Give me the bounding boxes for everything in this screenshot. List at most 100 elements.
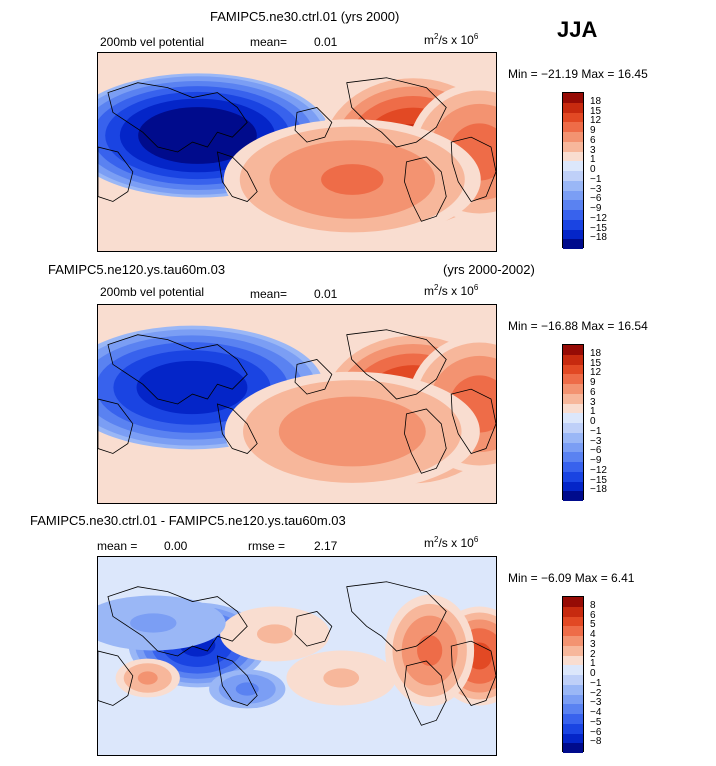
colorbar-tick-label: 6	[590, 609, 596, 621]
colorbar-tick-label: −6	[590, 726, 602, 738]
colorbar-box	[563, 442, 583, 453]
colorbar-box	[563, 93, 583, 103]
colorbar-tick-label: −3	[590, 697, 602, 709]
colorbar-tick-label: 6	[590, 386, 596, 398]
colorbar-tick-label: 15	[590, 105, 602, 117]
coastline	[404, 660, 447, 726]
panel1-title: FAMIPC5.ne30.ctrl.01 (yrs 2000)	[210, 9, 400, 24]
coastline	[107, 82, 248, 153]
colorbar-tick-label: −1	[590, 677, 602, 689]
colorbar-tick-label: −2	[590, 687, 602, 699]
panel1-range: Min = −21.19 Max = 16.45	[508, 67, 648, 81]
colorbar-box	[563, 354, 583, 365]
panel2-years: (yrs 2000-2002)	[443, 262, 535, 277]
colorbar-tick-label: 3	[590, 396, 596, 408]
coastline	[346, 581, 447, 652]
contour-region	[278, 396, 426, 467]
colorbar-box	[563, 491, 583, 501]
colorbar-tick-label: −1	[590, 173, 602, 185]
panel3-units: m2/s x 106	[424, 535, 479, 551]
colorbar-box	[563, 723, 583, 734]
coastline	[216, 151, 258, 202]
panel1-map-svg	[98, 53, 496, 251]
colorbar-box	[563, 471, 583, 482]
colorbar-tick-label: −8	[590, 736, 602, 748]
colorbar-box	[563, 413, 583, 423]
coastline	[404, 408, 447, 474]
colorbar-box	[563, 733, 583, 744]
colorbar-tick-label: −15	[590, 474, 607, 486]
colorbar-tick-label: 18	[590, 95, 602, 107]
panel2-mean-label: mean=	[250, 287, 288, 301]
colorbar-tick-label: 4	[590, 629, 596, 640]
panel2-field-label: 200mb vel potential	[100, 285, 205, 299]
colorbar-tick-label: 6	[590, 134, 596, 146]
panel1-map	[97, 52, 497, 252]
colorbar-box	[563, 645, 583, 656]
colorbar-tick-label: 8	[590, 599, 596, 611]
colorbar-tick-label: −6	[590, 445, 602, 457]
colorbar-box	[563, 423, 583, 433]
coastline	[107, 334, 248, 405]
contour-region	[137, 671, 158, 685]
contour-region	[256, 624, 293, 644]
contour-region	[417, 635, 443, 666]
colorbar-box	[563, 597, 583, 607]
coastline	[450, 136, 496, 202]
colorbar-box	[563, 210, 583, 220]
colorbar-box	[563, 122, 583, 132]
colorbar-tick-label: 3	[590, 638, 596, 650]
contour-region	[321, 164, 384, 195]
coastline	[107, 586, 248, 657]
contour-region	[235, 682, 259, 696]
colorbar-box	[563, 102, 583, 113]
coastline	[98, 146, 134, 202]
coastline	[294, 107, 333, 143]
colorbar-box	[563, 684, 583, 695]
colorbar-box	[563, 364, 583, 375]
colorbar-box	[563, 655, 583, 666]
colorbar-tick-label: −15	[590, 222, 607, 234]
panel2-map-svg	[98, 305, 496, 503]
colorbar-tick-label: 15	[590, 357, 602, 369]
colorbar-box	[563, 112, 583, 123]
colorbar-box	[563, 616, 583, 627]
colorbar-tick-label: 12	[590, 367, 602, 379]
coastline	[294, 611, 333, 647]
panel1-colorbar	[562, 92, 584, 249]
colorbar-box	[563, 743, 583, 753]
colorbar-tick-label: −12	[590, 212, 607, 224]
colorbar-box	[563, 606, 583, 617]
panel3-map	[97, 556, 497, 756]
coastline	[98, 650, 134, 706]
contour-region	[323, 668, 360, 688]
colorbar-box	[563, 239, 583, 249]
colorbar-box	[563, 190, 583, 201]
panel1-mean-label: mean=	[250, 35, 288, 49]
colorbar-tick-label: 18	[590, 347, 602, 359]
panel2-units: m2/s x 106	[424, 283, 479, 299]
contour-region	[136, 360, 248, 415]
season-label: JJA	[557, 17, 598, 42]
colorbar-box	[563, 219, 583, 230]
colorbar-tick-label: 0	[590, 164, 596, 175]
colorbar-tick-label: 12	[590, 115, 602, 127]
colorbar-box	[563, 481, 583, 492]
coastline	[294, 359, 333, 395]
colorbar-tick-label: 1	[590, 154, 596, 166]
panel2-range: Min = −16.88 Max = 16.54	[508, 319, 648, 333]
panel3-mean-label: mean =	[97, 539, 138, 553]
colorbar-box	[563, 714, 583, 724]
colorbar-tick-label: −18	[590, 484, 607, 496]
panel2-map	[97, 304, 497, 504]
colorbar-tick-label: 1	[590, 406, 596, 418]
coastline	[450, 388, 496, 454]
coastline	[346, 77, 447, 148]
panel3-mean-value: 0.00	[164, 539, 188, 553]
panel2-title: FAMIPC5.ne120.ys.tau60m.03	[48, 262, 226, 277]
colorbar-box	[563, 704, 583, 714]
coastline	[450, 640, 496, 706]
coastline	[346, 329, 447, 400]
colorbar-box	[563, 171, 583, 181]
colorbar-tick-label: −9	[590, 455, 602, 466]
